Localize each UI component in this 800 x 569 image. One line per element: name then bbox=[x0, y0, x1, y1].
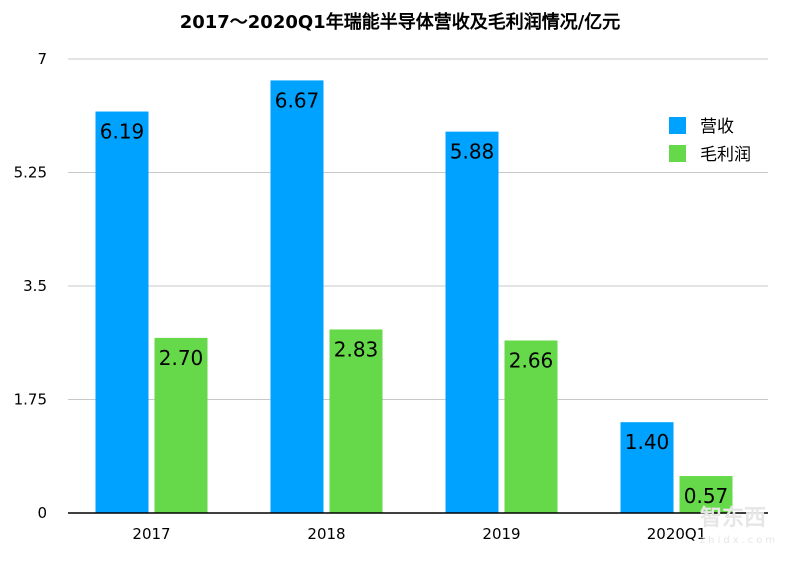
y-tick-label: 1.75 bbox=[14, 391, 47, 409]
data-label: 2.70 bbox=[159, 346, 204, 370]
data-label: 2.83 bbox=[334, 337, 379, 361]
bar-revenue bbox=[270, 80, 324, 513]
data-label: 0.57 bbox=[684, 484, 729, 508]
data-label: 5.88 bbox=[450, 140, 495, 164]
data-label: 2.66 bbox=[509, 348, 554, 372]
data-label: 1.40 bbox=[625, 430, 670, 454]
bar-revenue bbox=[95, 111, 149, 513]
bar-gross-profit bbox=[679, 476, 733, 513]
bar-gross-profit bbox=[329, 329, 383, 513]
y-tick-label: 0 bbox=[37, 504, 47, 522]
bar-revenue bbox=[445, 131, 499, 513]
y-tick-label: 3.5 bbox=[23, 277, 47, 295]
legend-label: 营收 bbox=[700, 117, 734, 137]
data-label: 6.67 bbox=[275, 88, 320, 112]
x-tick-label: 2020Q1 bbox=[647, 525, 707, 543]
y-tick-label: 5.25 bbox=[14, 164, 47, 182]
legend-swatch bbox=[669, 145, 686, 162]
y-tick-label: 7 bbox=[37, 50, 47, 68]
x-tick-label: 2018 bbox=[307, 525, 345, 543]
bar-gross-profit bbox=[504, 340, 558, 513]
x-tick-label: 2017 bbox=[132, 525, 170, 543]
legend-swatch bbox=[669, 117, 686, 134]
bar-gross-profit bbox=[154, 337, 208, 513]
watermark-logo: 智东西 zhidx.com bbox=[700, 506, 779, 547]
data-label: 6.19 bbox=[100, 120, 145, 144]
legend-label: 毛利润 bbox=[700, 145, 751, 165]
x-tick-label: 2019 bbox=[482, 525, 520, 543]
bar-revenue bbox=[620, 422, 674, 513]
chart-title: 2017～2020Q1年瑞能半导体营收及毛利润情况/亿元 bbox=[179, 12, 621, 33]
